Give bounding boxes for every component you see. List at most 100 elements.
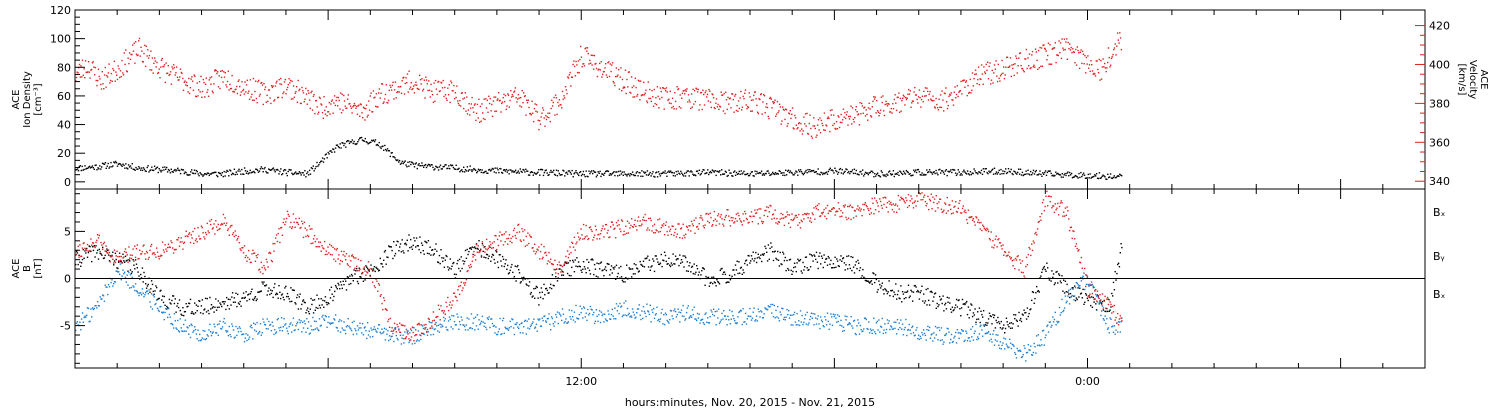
density-point	[134, 169, 136, 171]
velocity-point	[132, 50, 135, 52]
by-point	[1054, 311, 1056, 314]
by-point	[823, 326, 825, 328]
bx-point	[994, 327, 997, 329]
velocity-point	[671, 97, 674, 99]
bx-point	[575, 265, 577, 267]
by-point	[1093, 286, 1095, 289]
velocity-point	[324, 113, 327, 115]
by-point	[259, 323, 262, 325]
velocity-point	[125, 49, 127, 51]
bx-point	[826, 264, 829, 266]
bx-point	[390, 246, 392, 248]
by-point	[929, 337, 932, 339]
by-point	[748, 315, 750, 317]
velocity-point	[732, 98, 734, 101]
by-point	[849, 323, 851, 325]
velocity-point	[525, 114, 527, 116]
bx-point	[641, 264, 643, 266]
bx-point	[108, 260, 111, 262]
bx-point	[312, 299, 314, 301]
density-point	[895, 172, 897, 175]
density-point	[652, 171, 654, 173]
bx-point	[748, 255, 750, 257]
bx-point	[307, 310, 310, 313]
velocity-point	[553, 96, 555, 99]
by-point	[113, 281, 116, 283]
bx-point	[577, 265, 579, 268]
velocity-point	[1058, 40, 1060, 42]
bx-point	[268, 287, 270, 289]
bx-point	[1113, 289, 1116, 291]
by-point	[636, 312, 638, 314]
by-point	[344, 329, 346, 331]
velocity-point	[1021, 67, 1024, 70]
velocity-point	[391, 84, 394, 87]
bx-point	[842, 257, 844, 260]
density-point	[328, 153, 330, 155]
velocity-point	[270, 85, 273, 87]
bx-point	[572, 261, 575, 263]
density-point	[784, 174, 786, 177]
velocity-point	[452, 90, 454, 92]
density-point	[841, 169, 843, 171]
velocity-point	[930, 98, 932, 100]
bx-point	[804, 256, 807, 258]
bx-point	[267, 290, 269, 292]
velocity-point	[422, 88, 425, 90]
bx-point	[789, 258, 792, 261]
velocity-point	[253, 99, 255, 101]
density-point	[322, 161, 325, 163]
bx-point	[735, 269, 738, 271]
by-point	[846, 315, 848, 318]
bx-point	[979, 321, 981, 324]
bx-point	[534, 297, 536, 299]
bx-point	[84, 250, 86, 252]
bx-point	[689, 262, 691, 264]
bx-point	[536, 286, 538, 289]
bx-point	[766, 260, 769, 262]
velocity-point	[561, 90, 564, 93]
velocity-point	[498, 100, 501, 102]
velocity-point	[573, 60, 575, 62]
velocity-point	[787, 122, 789, 125]
bx-point	[936, 302, 938, 305]
density-point	[563, 170, 565, 172]
velocity-point	[103, 88, 105, 90]
by-point	[759, 316, 761, 318]
by-point	[963, 340, 965, 343]
density-point	[561, 174, 563, 176]
density-point	[547, 174, 549, 176]
by-point	[961, 330, 964, 332]
density-point	[287, 170, 289, 173]
velocity-point	[265, 101, 267, 103]
by-point	[388, 339, 390, 342]
bx-point	[295, 303, 297, 305]
density-point	[666, 175, 668, 177]
density-point	[805, 169, 807, 172]
velocity-point	[506, 105, 508, 107]
density-point	[361, 139, 364, 141]
bx-point	[432, 254, 435, 256]
velocity-point	[791, 107, 794, 109]
by-point	[1003, 337, 1005, 339]
velocity-point	[131, 53, 133, 56]
density-point	[686, 170, 688, 172]
bx-point	[343, 283, 345, 286]
density-point	[992, 168, 994, 170]
density-point	[118, 162, 120, 165]
by-point	[83, 316, 85, 319]
bx-point	[533, 288, 535, 290]
bx-point	[971, 304, 973, 306]
density-point	[341, 142, 343, 144]
by-point	[138, 294, 140, 297]
bx-point	[103, 257, 106, 259]
by-point	[1058, 320, 1060, 323]
bx-point	[517, 264, 519, 267]
velocity-point	[346, 98, 349, 100]
bx-point	[909, 295, 911, 297]
by-point	[170, 322, 172, 325]
bx-point	[123, 260, 125, 262]
velocity-point	[895, 102, 897, 104]
bx-point	[636, 268, 639, 270]
bx-point	[456, 262, 458, 265]
